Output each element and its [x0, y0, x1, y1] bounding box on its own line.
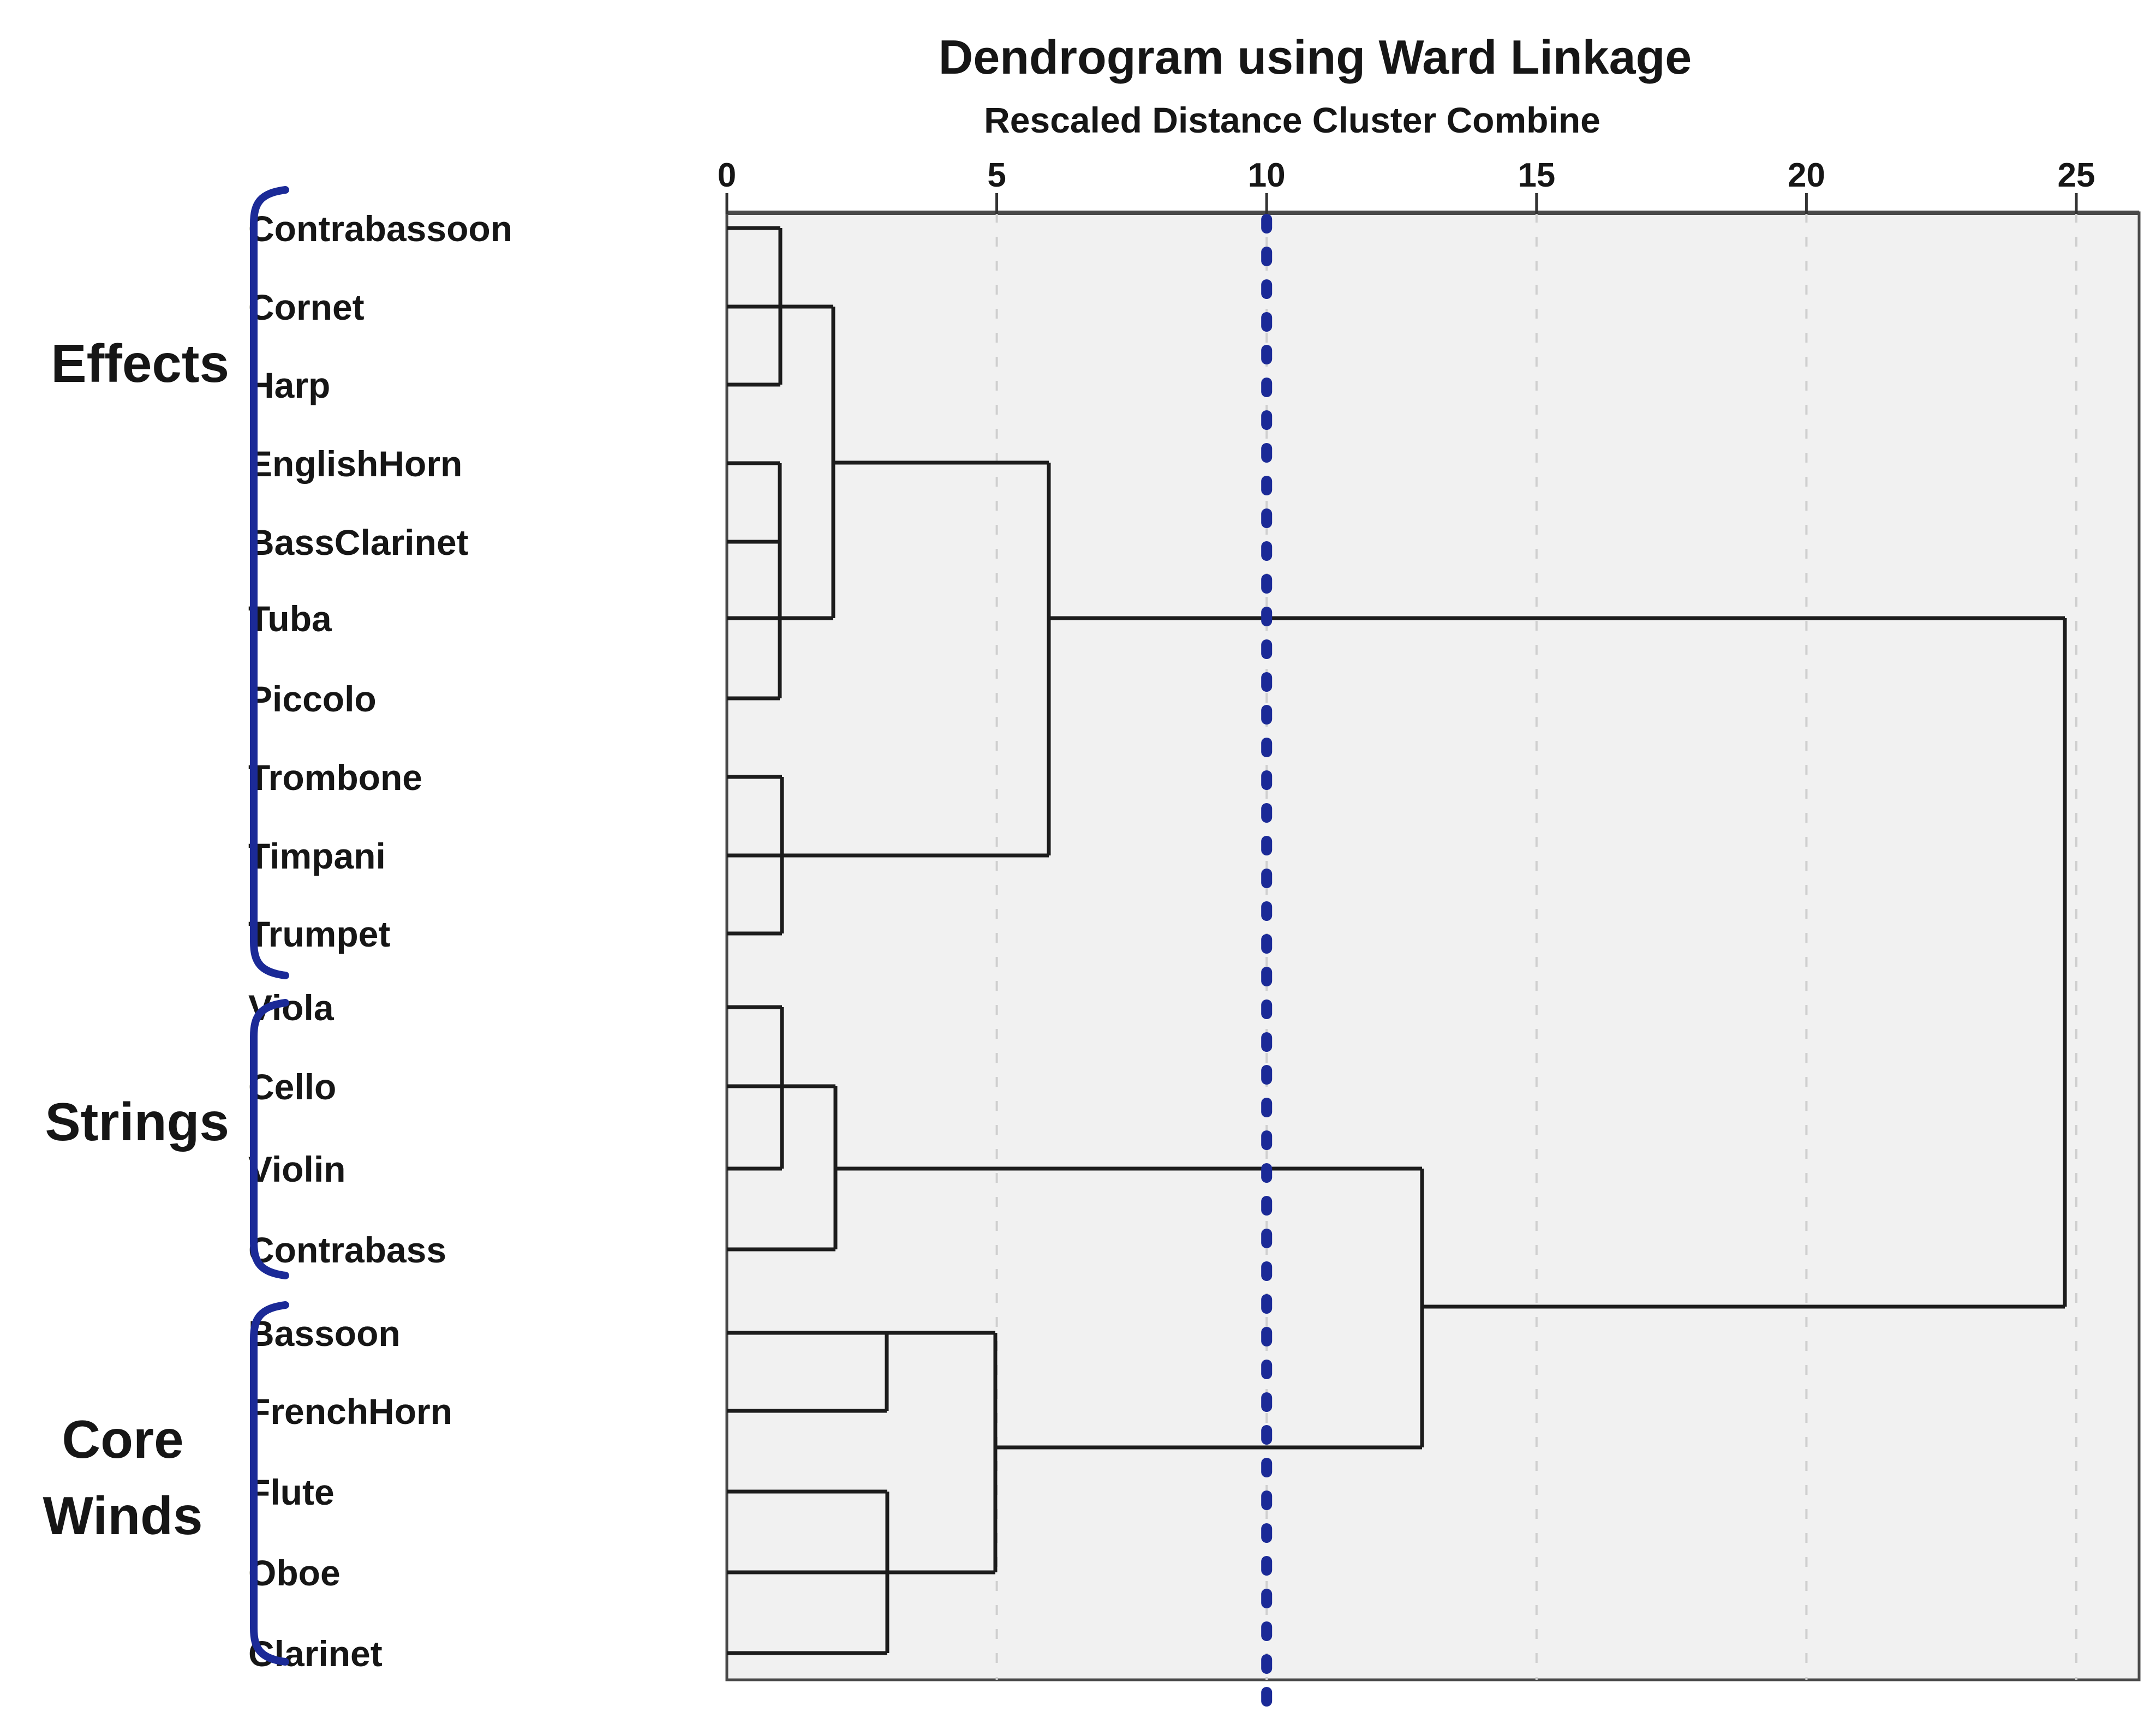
- leaf-label-cello: Cello: [248, 1067, 336, 1107]
- axis-tick-label-20: 20: [1788, 157, 1825, 194]
- axis-tick-label-5: 5: [987, 157, 1006, 194]
- axis-tick-label-25: 25: [2058, 157, 2095, 194]
- group-bracket-core-winds: [250, 1301, 289, 1666]
- chart-subtitle: Rescaled Distance Cluster Combine: [984, 100, 1600, 140]
- leaf-label-trumpet: Trumpet: [248, 914, 390, 954]
- leaf-label-contrabass: Contrabass: [248, 1230, 446, 1270]
- group-label-strings: Strings: [45, 1092, 229, 1152]
- leaf-label-tuba: Tuba: [248, 598, 332, 639]
- leaf-label-flute: Flute: [248, 1472, 335, 1512]
- axis-tick-label-15: 15: [1518, 157, 1555, 194]
- axis-layer: 0 5 10 15 20 25: [718, 157, 2095, 214]
- plot-area: [727, 213, 2139, 1680]
- leaf-label-layer: Contrabassoon Cornet Harp EnglishHorn BassCl…: [248, 208, 512, 1674]
- leaf-label-contrabassoon: Contrabassoon: [248, 208, 512, 249]
- leaf-label-englishhorn: EnglishHorn: [248, 444, 462, 484]
- leaf-label-clarinet: Clarinet: [248, 1633, 383, 1674]
- group-annotation-layer: Effects Strings Core Winds: [43, 186, 289, 1666]
- leaf-label-trombone: Trombone: [248, 757, 422, 798]
- leaf-label-violin: Violin: [248, 1149, 345, 1189]
- dendrogram-line-layer: [727, 226, 2067, 1655]
- leaf-label-bassoon: Bassoon: [248, 1313, 401, 1354]
- group-bracket-effects: [250, 186, 289, 979]
- leaf-label-oboe: Oboe: [248, 1553, 341, 1593]
- group-label-core: Core: [62, 1409, 183, 1469]
- axis-tick-label-0: 0: [718, 157, 736, 194]
- leaf-label-harp: Harp: [248, 365, 330, 405]
- leaf-label-timpani: Timpani: [248, 836, 386, 876]
- group-label-effects: Effects: [51, 333, 229, 393]
- group-bracket-strings: [250, 999, 289, 1279]
- chart-title: Dendrogram using Ward Linkage: [939, 30, 1692, 84]
- leaf-label-piccolo: Piccolo: [248, 679, 377, 719]
- group-label-winds: Winds: [43, 1486, 202, 1546]
- plot-background-layer: [725, 211, 2141, 1681]
- leaf-label-cornet: Cornet: [248, 287, 365, 327]
- axis-tick-label-10: 10: [1248, 157, 1286, 194]
- leaf-label-bassclarinet: BassClarinet: [248, 522, 469, 562]
- leaf-label-frenchhorn: FrenchHorn: [248, 1391, 452, 1432]
